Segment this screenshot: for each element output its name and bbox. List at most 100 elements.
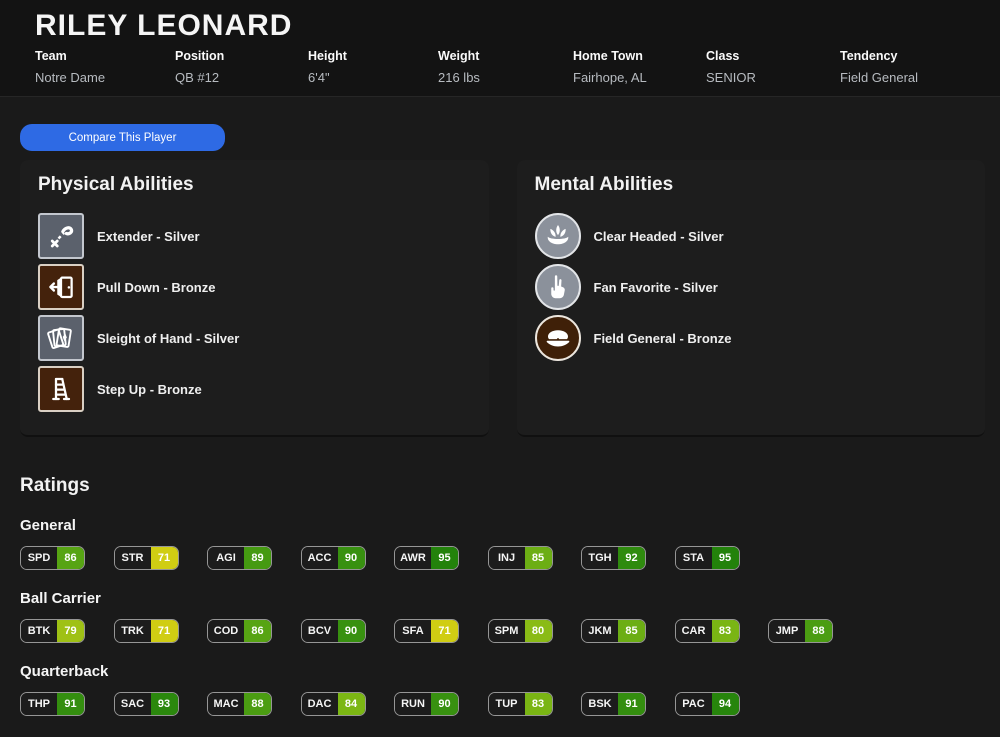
rating-value: 85	[524, 547, 552, 569]
rating-value: 89	[244, 547, 271, 569]
rating-value: 90	[431, 693, 458, 715]
player-header: RILEY LEONARD Team Notre Dame Position Q…	[0, 0, 1000, 97]
lotus-icon	[534, 213, 581, 259]
rating-value: 85	[618, 620, 645, 642]
rating-value: 71	[150, 547, 178, 569]
rating-pill: STA 95	[674, 546, 740, 570]
rating-pill: CAR 83	[674, 619, 740, 643]
rating-pill: AGI 89	[207, 546, 272, 570]
rating-value: 93	[150, 693, 178, 715]
rating-pill: MAC 88	[207, 692, 272, 716]
rating-pill: SPD 86	[20, 546, 85, 570]
rating-value: 91	[57, 693, 84, 715]
rating-group-name: Ball Carrier	[20, 590, 101, 607]
rating-pill: AWR 95	[394, 546, 459, 570]
rating-abbr: TUP	[488, 693, 525, 715]
rating-abbr: INJ	[488, 547, 525, 569]
rating-pill-row: THP 91 SAC 93 MAC 88 DAC 84 RUN 90 TUP 83 BSK 91 PAC 94	[20, 692, 985, 716]
rating-abbr: DAC	[301, 693, 338, 715]
info-hometown: Home Town Fairhope, AL	[573, 49, 647, 85]
rating-abbr: CAR	[675, 620, 712, 642]
ability-label: Pull Down - Bronze	[97, 279, 216, 295]
ability-label: Extender - Silver	[97, 228, 200, 244]
rating-pill: DAC 84	[300, 692, 366, 716]
physical-abilities-card: Physical Abilities Extender - Silver Pull…	[20, 160, 489, 437]
foam-finger-icon	[534, 264, 581, 310]
rating-abbr: SPD	[21, 547, 57, 569]
ratings-title: Ratings	[20, 475, 90, 496]
rating-value: 79	[57, 620, 84, 642]
rating-abbr: ACC	[301, 547, 338, 569]
main-content: Compare This Player Physical Abilities E…	[0, 124, 1000, 716]
rating-value: 88	[244, 693, 271, 715]
info-weight: Weight 216 lbs	[438, 49, 480, 85]
door-icon	[38, 264, 84, 310]
ability-item: Fan Favorite - Silver	[534, 264, 968, 310]
rating-abbr: AGI	[208, 547, 244, 569]
rating-abbr: JMP	[769, 620, 805, 642]
route-extender-icon	[38, 213, 84, 259]
ladder-icon	[38, 366, 84, 412]
info-team: Team Notre Dame	[35, 49, 106, 85]
rating-value: 94	[711, 693, 739, 715]
mental-abilities-list: Clear Headed - Silver Fan Favorite - Silv…	[534, 213, 968, 361]
rating-abbr: JKM	[582, 620, 618, 642]
rating-value: 71	[150, 620, 178, 642]
rating-value: 88	[805, 620, 832, 642]
rating-value: 92	[618, 547, 645, 569]
rating-abbr: TRK	[114, 620, 151, 642]
rating-abbr: MAC	[208, 693, 244, 715]
rating-pill-row: BTK 79 TRK 71 COD 86 BCV 90 SFA 71 SPM 80 JKM 85 CAR 83…	[20, 619, 985, 643]
info-class: Class SENIOR	[706, 49, 756, 85]
rating-abbr: BCV	[301, 620, 338, 642]
info-height: Height 6'4"	[308, 49, 347, 85]
rating-value: 80	[524, 620, 552, 642]
rating-pill: BCV 90	[300, 619, 366, 643]
rating-group-name: Quarterback	[20, 663, 109, 680]
rating-abbr: SPM	[488, 620, 525, 642]
ability-label: Step Up - Bronze	[97, 381, 202, 397]
info-tendency: Tendency Field General	[840, 49, 919, 85]
page-title: RILEY LEONARD	[35, 9, 293, 42]
ability-label: Field General - Bronze	[593, 330, 732, 346]
rating-pill: TRK 71	[113, 619, 179, 643]
rating-value: 86	[244, 620, 271, 642]
rating-groups: General SPD 86 STR 71 AGI 89 ACC 90 AWR 95 INJ 85 TGH…	[20, 517, 985, 716]
rating-pill: JMP 88	[768, 619, 833, 643]
ability-item: Pull Down - Bronze	[38, 264, 471, 310]
ratings-section: Ratings General SPD 86 STR 71 AGI 89 ACC 90 AWR 95…	[20, 475, 985, 716]
rating-pill: ACC 90	[300, 546, 366, 570]
rating-abbr: STA	[675, 547, 712, 569]
ability-label: Clear Headed - Silver	[593, 228, 724, 244]
rating-value: 90	[337, 547, 365, 569]
rating-pill: PAC 94	[674, 692, 740, 716]
rating-pill: BTK 79	[20, 619, 85, 643]
rating-value: 83	[524, 693, 552, 715]
ability-item: Sleight of Hand - Silver	[38, 315, 471, 361]
ability-item: Step Up - Bronze	[38, 366, 471, 412]
rating-pill: TUP 83	[487, 692, 553, 716]
ability-item: Field General - Bronze	[534, 315, 968, 361]
rating-pill: SFA 71	[394, 619, 459, 643]
rating-pill: SPM 80	[487, 619, 553, 643]
ability-item: Extender - Silver	[38, 213, 471, 259]
rating-pill: BSK 91	[581, 692, 646, 716]
rating-value: 86	[57, 547, 84, 569]
rating-value: 84	[337, 693, 365, 715]
rating-value: 95	[711, 547, 739, 569]
rating-pill: TGH 92	[581, 546, 646, 570]
rating-abbr: BSK	[582, 693, 618, 715]
compare-player-button[interactable]: Compare This Player	[20, 124, 225, 151]
rating-abbr: SAC	[114, 693, 151, 715]
mental-abilities-title: Mental Abilities	[534, 174, 674, 195]
rating-pill: THP 91	[20, 692, 85, 716]
rating-pill: COD 86	[207, 619, 272, 643]
rating-abbr: AWR	[395, 547, 431, 569]
info-position: Position QB #12	[175, 49, 225, 85]
rating-pill: STR 71	[113, 546, 179, 570]
rating-value: 91	[618, 693, 645, 715]
rating-pill: JKM 85	[581, 619, 646, 643]
playing-cards-icon	[38, 315, 84, 361]
rating-abbr: THP	[21, 693, 57, 715]
rating-pill: SAC 93	[113, 692, 179, 716]
